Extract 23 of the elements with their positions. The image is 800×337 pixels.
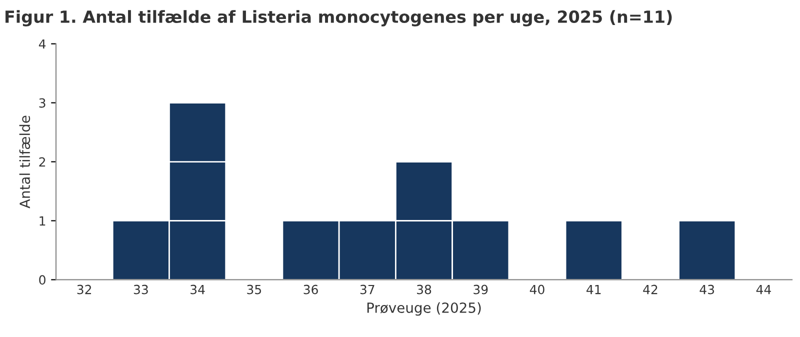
y-tick-label: 0 (39, 275, 46, 285)
x-tick-label: 34 (190, 284, 205, 294)
bar (564, 220, 623, 280)
x-tick-label: 38 (417, 284, 432, 294)
x-tick-label: 42 (643, 284, 658, 294)
y-tick-label: 1 (40, 216, 46, 226)
x-tick-label: 37 (360, 284, 374, 294)
x-tick-label: 32 (77, 284, 92, 294)
chart-title: Figur 1. Antal tilfælde af Listeria monocytogenes per uge, 2025 (n=11) (6, 10, 672, 26)
y-tick-label: 2 (39, 157, 46, 167)
x-tick-label: 40 (530, 284, 544, 294)
x-tick-label: 33 (134, 284, 148, 294)
x-axis-title: Prøveuge (2025) (367, 302, 481, 316)
x-tick-label: 43 (700, 284, 714, 294)
y-axis-title: Antal tilfælde (19, 116, 30, 208)
bar (678, 220, 736, 280)
x-tick-label: 36 (304, 284, 318, 294)
x-tick-label: 35 (247, 284, 262, 294)
y-tick-label: 3 (39, 98, 46, 108)
x-tick-label: 41 (586, 284, 601, 294)
x-tick-label: 39 (474, 284, 488, 294)
y-tick-label: 4 (38, 39, 46, 49)
x-tick-label: 44 (756, 284, 771, 294)
